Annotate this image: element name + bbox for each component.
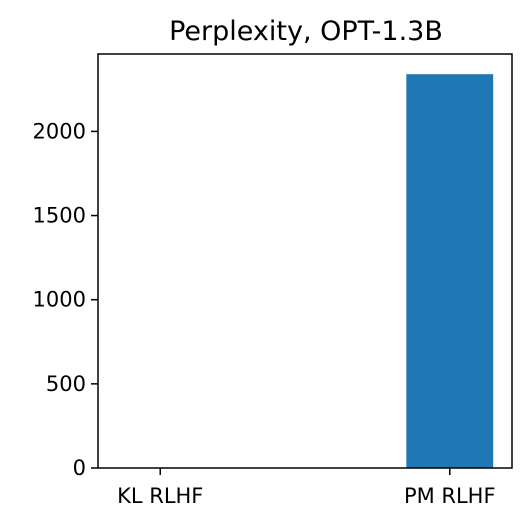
y-tick-label: 0	[73, 456, 86, 480]
bars-group	[406, 74, 494, 468]
bar-pm-rlhf	[406, 74, 494, 468]
x-tick-label: PM RLHF	[404, 484, 496, 508]
chart-title: Perplexity, OPT-1.3B	[169, 16, 443, 47]
y-axis: 0 500 1000 1500 2000	[33, 119, 98, 480]
y-tick-label: 2000	[33, 119, 86, 143]
y-tick-label: 500	[46, 372, 86, 396]
y-tick-label: 1500	[33, 204, 86, 228]
plot-frame	[97, 53, 513, 469]
x-axis: KL RLHF PM RLHF	[117, 468, 496, 508]
y-tick-label: 1000	[33, 288, 86, 312]
x-tick-label: KL RLHF	[117, 484, 203, 508]
